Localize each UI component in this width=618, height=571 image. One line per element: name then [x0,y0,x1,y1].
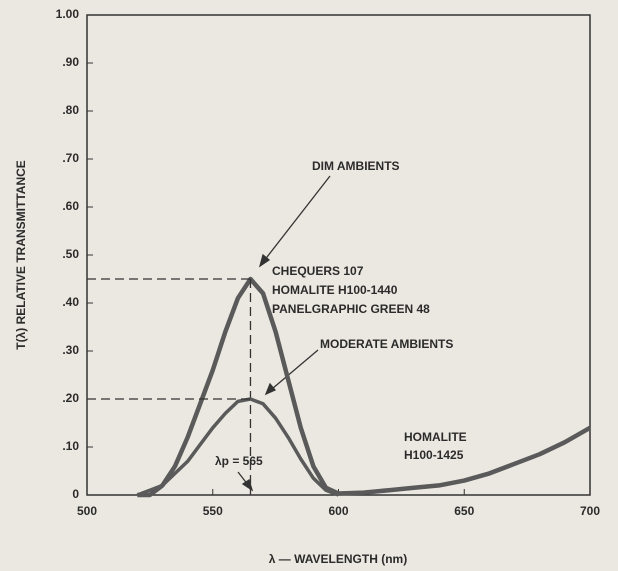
annotation: PANELGRAPHIC GREEN 48 [272,302,430,316]
x-tick-label: 600 [328,504,348,518]
annotation: HOMALITE [404,430,467,444]
y-axis-label: T(λ) RELATIVE TRANSMITTANCE [14,160,28,350]
x-axis-label: λ — WAVELENGTH (nm) [269,552,407,566]
x-tick-label: 700 [580,504,600,518]
annotation: H100-1425 [404,448,464,462]
y-tick-label: .10 [62,439,79,453]
series-label: DIM AMBIENTS [312,159,400,173]
y-tick-label: 0 [72,487,79,501]
y-tick-label: .70 [62,151,79,165]
y-tick-label: .80 [62,103,79,117]
arrows [237,175,331,492]
y-tick-label: .20 [62,391,79,405]
y-tick-label: .60 [62,199,79,213]
annotation: λp = 565 [215,454,263,468]
line-series [136,397,340,497]
x-tick-label: 650 [454,504,474,518]
y-tick-label: .40 [62,295,79,309]
annotation: HOMALITE H100-1440 [272,283,398,297]
annotation: CHEQUERS 107 [272,264,364,278]
x-tick-label: 550 [203,504,223,518]
x-tick-label: 500 [77,504,97,518]
y-tick-label: 1.00 [56,7,80,21]
y-tick-label: .90 [62,55,79,69]
y-tick-label: .30 [62,343,79,357]
y-tick-label: .50 [62,247,79,261]
line-series [137,276,592,498]
plot-frame [86,14,591,496]
series-label: MODERATE AMBIENTS [320,337,453,351]
